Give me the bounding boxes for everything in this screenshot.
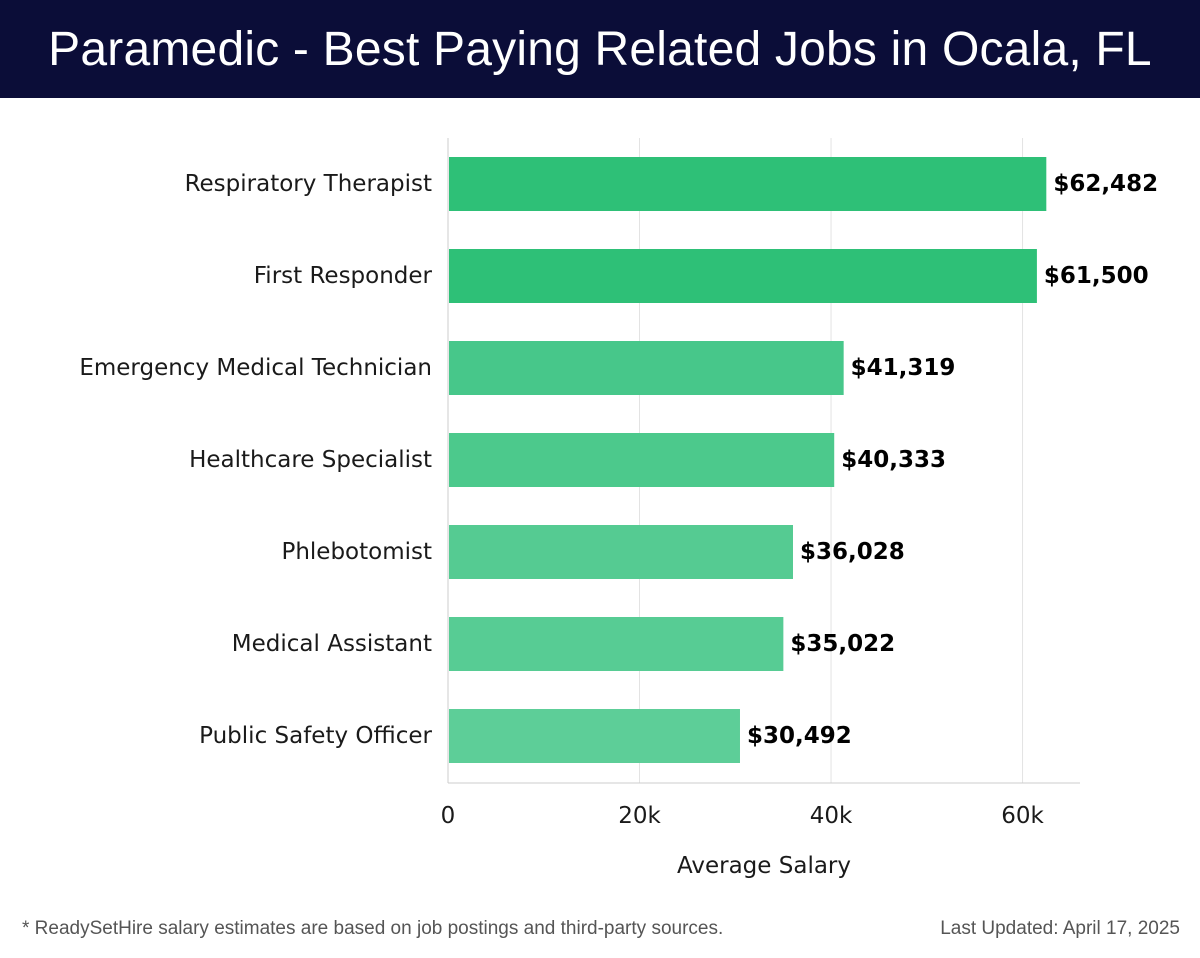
salary-bar-chart: Respiratory Therapist $62,482 First Respon… bbox=[79, 138, 1158, 879]
value-label: $35,022 bbox=[790, 631, 895, 657]
value-label: $36,028 bbox=[800, 539, 905, 565]
category-label: Phlebotomist bbox=[281, 539, 432, 565]
chart-title: Paramedic - Best Paying Related Jobs in … bbox=[48, 22, 1152, 76]
category-label: Healthcare Specialist bbox=[189, 447, 432, 473]
value-label: $41,319 bbox=[851, 355, 956, 381]
category-label: Public Safety Officer bbox=[199, 723, 432, 749]
bar bbox=[449, 433, 835, 487]
footer-disclaimer: * ReadySetHire salary estimates are base… bbox=[22, 918, 724, 939]
value-label: $61,500 bbox=[1044, 263, 1149, 289]
x-tick-label: 20k bbox=[618, 803, 661, 829]
bar bbox=[449, 341, 844, 395]
category-label: First Responder bbox=[254, 263, 433, 289]
bar bbox=[449, 157, 1047, 211]
x-axis-title: Average Salary bbox=[677, 853, 851, 879]
bar bbox=[449, 249, 1037, 303]
category-label: Emergency Medical Technician bbox=[79, 355, 432, 381]
bar bbox=[449, 709, 740, 763]
category-label: Medical Assistant bbox=[232, 631, 432, 657]
bar bbox=[449, 525, 793, 579]
value-label: $40,333 bbox=[841, 447, 946, 473]
x-tick-label: 40k bbox=[810, 803, 853, 829]
chart-header: Paramedic - Best Paying Related Jobs in … bbox=[0, 0, 1200, 98]
x-tick-label: 0 bbox=[441, 803, 456, 829]
value-label: $30,492 bbox=[747, 723, 852, 749]
bar bbox=[449, 617, 784, 671]
footer-last-updated: Last Updated: April 17, 2025 bbox=[940, 918, 1180, 939]
value-label: $62,482 bbox=[1053, 171, 1158, 197]
category-label: Respiratory Therapist bbox=[185, 171, 432, 197]
x-tick-label: 60k bbox=[1001, 803, 1044, 829]
